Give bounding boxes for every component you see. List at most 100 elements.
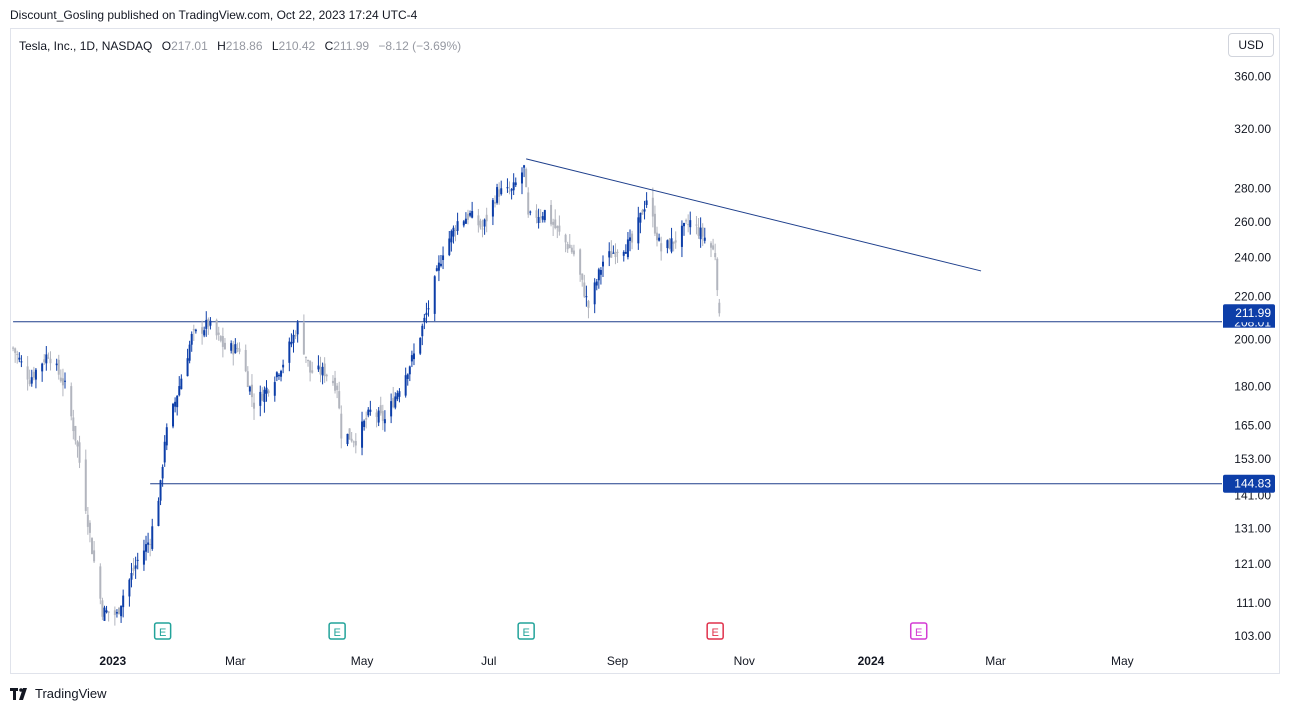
tradingview-logo[interactable]: TradingView — [10, 686, 107, 701]
candle-126 — [377, 407, 380, 427]
candle-208 — [614, 243, 617, 265]
candle-body — [601, 261, 604, 267]
candle-body — [427, 308, 430, 310]
candle-112 — [336, 383, 339, 399]
trend-line[interactable] — [526, 158, 982, 272]
price-label-1: 144.83 — [1234, 477, 1271, 491]
candle-body — [219, 336, 222, 341]
candle-161 — [479, 218, 482, 230]
candle-body — [390, 401, 393, 417]
symbol-legend: Tesla, Inc., 1D, NASDAQ O217.01 H218.86 … — [19, 39, 461, 53]
candle-body — [230, 343, 233, 351]
candle-body — [265, 387, 268, 394]
candle-body — [579, 249, 582, 275]
candle-79 — [238, 342, 241, 355]
symbol-name: Tesla, Inc., 1D, NASDAQ — [19, 39, 153, 53]
candle-18 — [61, 368, 64, 397]
candle-body — [61, 378, 64, 386]
candle-133 — [396, 390, 399, 402]
candle-body — [288, 341, 291, 363]
candle-body — [552, 221, 555, 225]
candle-body — [70, 386, 73, 417]
candle-139 — [412, 343, 415, 366]
candle-99 — [296, 320, 299, 343]
candle-body — [57, 359, 60, 375]
candle-body — [653, 213, 656, 234]
candle-148 — [439, 254, 442, 268]
candle-body — [367, 409, 370, 416]
candle-body — [481, 228, 484, 230]
candle-132 — [394, 392, 397, 410]
candle-body — [375, 412, 378, 417]
candle-233 — [687, 214, 690, 233]
earnings-marker-3[interactable]: E — [706, 622, 724, 640]
candle-219 — [645, 192, 648, 208]
candle-86 — [261, 387, 264, 402]
y-tick-label-6: 200.00 — [1234, 332, 1271, 346]
candle-36 — [115, 609, 118, 618]
candle-body — [695, 224, 698, 226]
candle-163 — [483, 218, 486, 235]
candle-204 — [601, 255, 604, 278]
candle-body — [115, 612, 118, 614]
candle-body — [419, 337, 422, 354]
candle-body — [163, 441, 166, 463]
candle-body — [539, 216, 542, 218]
candle-body — [253, 402, 256, 409]
candle-48 — [149, 538, 152, 557]
candle-160 — [477, 208, 480, 233]
earnings-marker-2[interactable]: E — [517, 622, 535, 640]
candle-123 — [367, 407, 370, 418]
candle-body — [442, 255, 445, 260]
candle-72 — [219, 335, 222, 343]
candle-195 — [579, 248, 582, 282]
candle-6 — [28, 369, 31, 387]
candle-body — [180, 378, 183, 390]
candle-body — [263, 389, 266, 402]
candle-89 — [267, 389, 270, 397]
candle-body — [132, 567, 135, 571]
candle-body — [238, 348, 241, 352]
candle-155 — [462, 219, 465, 228]
candle-body — [670, 238, 673, 252]
candle-body — [408, 366, 411, 375]
earnings-marker-0[interactable]: E — [153, 622, 172, 640]
candle-143 — [425, 302, 428, 324]
candle-body — [223, 342, 226, 349]
candle-body — [624, 251, 627, 254]
candle-108 — [323, 357, 326, 383]
candle-body — [45, 354, 48, 364]
candle-body — [134, 565, 137, 569]
candle-body — [410, 355, 413, 362]
candle-body — [120, 605, 123, 617]
candle-94 — [282, 359, 285, 374]
x-tick-label-6: 2024 — [858, 654, 885, 668]
currency-button[interactable]: USD — [1228, 33, 1274, 57]
candle-88 — [265, 380, 268, 402]
candle-body — [608, 251, 611, 258]
candle-body — [381, 411, 384, 421]
candle-body — [118, 607, 121, 614]
brand-name: TradingView — [35, 686, 107, 701]
candle-29 — [93, 541, 96, 563]
candle-8 — [32, 366, 35, 381]
candle-body — [145, 544, 148, 552]
candle-body — [309, 360, 312, 373]
earnings-label: E — [711, 627, 718, 639]
earnings-marker-4[interactable]: E — [909, 622, 928, 640]
candle-body — [392, 397, 395, 407]
price-label-bg-0 — [1223, 304, 1275, 323]
earnings-marker-1[interactable]: E — [328, 622, 346, 640]
y-tick-label-0: 360.00 — [1234, 69, 1271, 83]
candle-35 — [113, 606, 116, 626]
candle-body — [508, 190, 511, 192]
candle-body — [186, 358, 189, 377]
candle-227 — [670, 227, 673, 254]
candle-body — [398, 391, 401, 397]
candle-199 — [587, 299, 590, 319]
candle-body — [506, 187, 509, 189]
candle-body — [41, 363, 44, 372]
candle-175 — [520, 167, 523, 195]
